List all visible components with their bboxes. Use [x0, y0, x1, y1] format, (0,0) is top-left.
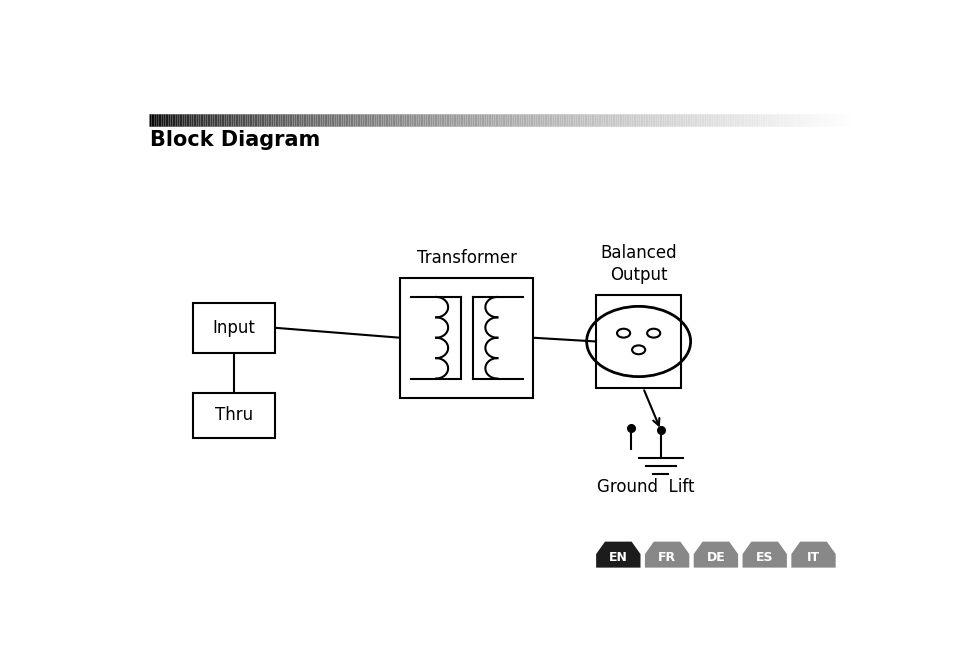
- Bar: [193, 393, 274, 437]
- Text: IT: IT: [806, 551, 820, 564]
- Polygon shape: [790, 542, 835, 568]
- Text: Block Diagram: Block Diagram: [151, 130, 320, 151]
- Polygon shape: [644, 542, 689, 568]
- Text: FR: FR: [658, 551, 676, 564]
- Bar: [400, 278, 533, 398]
- Text: EN: EN: [608, 551, 627, 564]
- Text: Transformer: Transformer: [416, 249, 517, 267]
- Text: Balanced
Output: Balanced Output: [599, 244, 677, 284]
- Polygon shape: [596, 542, 639, 568]
- Text: Input: Input: [213, 319, 255, 337]
- Text: Ground  Lift: Ground Lift: [597, 478, 694, 496]
- Text: Thru: Thru: [214, 406, 253, 424]
- Text: DE: DE: [706, 551, 724, 564]
- Text: ES: ES: [755, 551, 773, 564]
- Polygon shape: [741, 542, 786, 568]
- Bar: [193, 302, 274, 353]
- Bar: [596, 295, 680, 387]
- Polygon shape: [693, 542, 738, 568]
